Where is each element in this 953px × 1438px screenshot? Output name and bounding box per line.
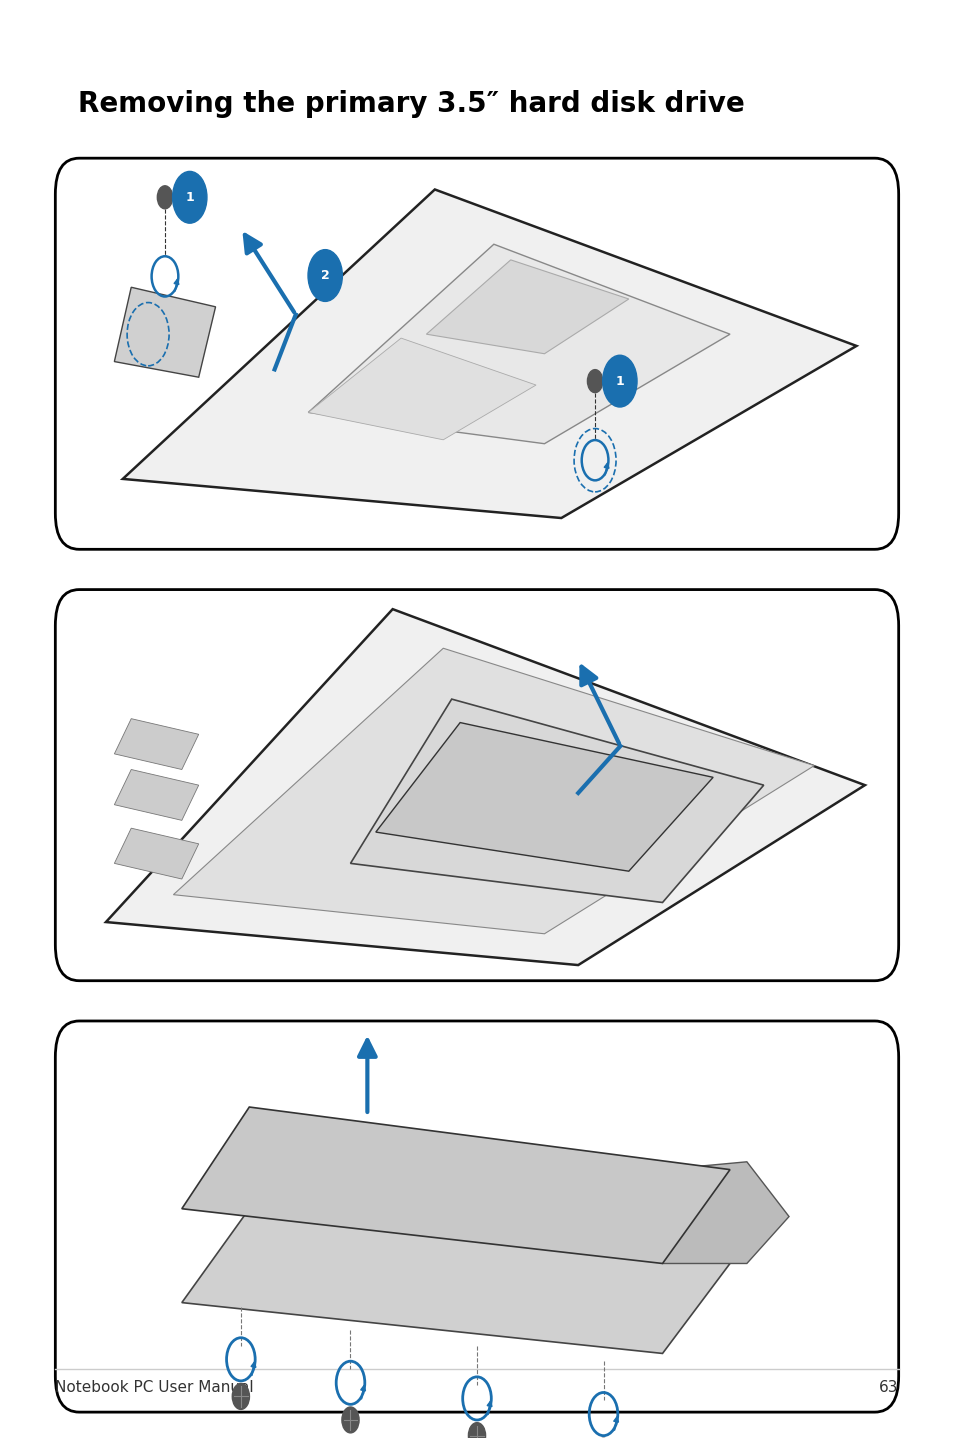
Polygon shape bbox=[114, 828, 198, 879]
Text: Notebook PC User Manual: Notebook PC User Manual bbox=[55, 1380, 253, 1395]
Circle shape bbox=[468, 1422, 485, 1438]
Polygon shape bbox=[114, 719, 198, 769]
FancyBboxPatch shape bbox=[55, 1021, 898, 1412]
FancyBboxPatch shape bbox=[55, 590, 898, 981]
Polygon shape bbox=[173, 649, 814, 933]
Circle shape bbox=[587, 370, 602, 393]
Text: 63: 63 bbox=[879, 1380, 898, 1395]
Polygon shape bbox=[114, 769, 198, 820]
Circle shape bbox=[232, 1383, 249, 1409]
Polygon shape bbox=[350, 699, 763, 903]
Polygon shape bbox=[106, 610, 864, 965]
Polygon shape bbox=[182, 1209, 729, 1353]
Polygon shape bbox=[661, 1162, 788, 1264]
Polygon shape bbox=[375, 722, 713, 871]
Text: 1: 1 bbox=[185, 191, 194, 204]
Circle shape bbox=[172, 171, 207, 223]
Polygon shape bbox=[114, 288, 215, 377]
Circle shape bbox=[341, 1406, 358, 1432]
FancyBboxPatch shape bbox=[55, 158, 898, 549]
Circle shape bbox=[602, 355, 637, 407]
Text: Removing the primary 3.5″ hard disk drive: Removing the primary 3.5″ hard disk driv… bbox=[78, 91, 744, 118]
Polygon shape bbox=[123, 190, 856, 518]
Polygon shape bbox=[182, 1107, 729, 1264]
Circle shape bbox=[157, 186, 172, 209]
Text: 1: 1 bbox=[615, 375, 623, 388]
Circle shape bbox=[308, 250, 342, 302]
Text: 2: 2 bbox=[320, 269, 329, 282]
Polygon shape bbox=[426, 260, 628, 354]
Polygon shape bbox=[308, 244, 729, 444]
Polygon shape bbox=[308, 338, 536, 440]
